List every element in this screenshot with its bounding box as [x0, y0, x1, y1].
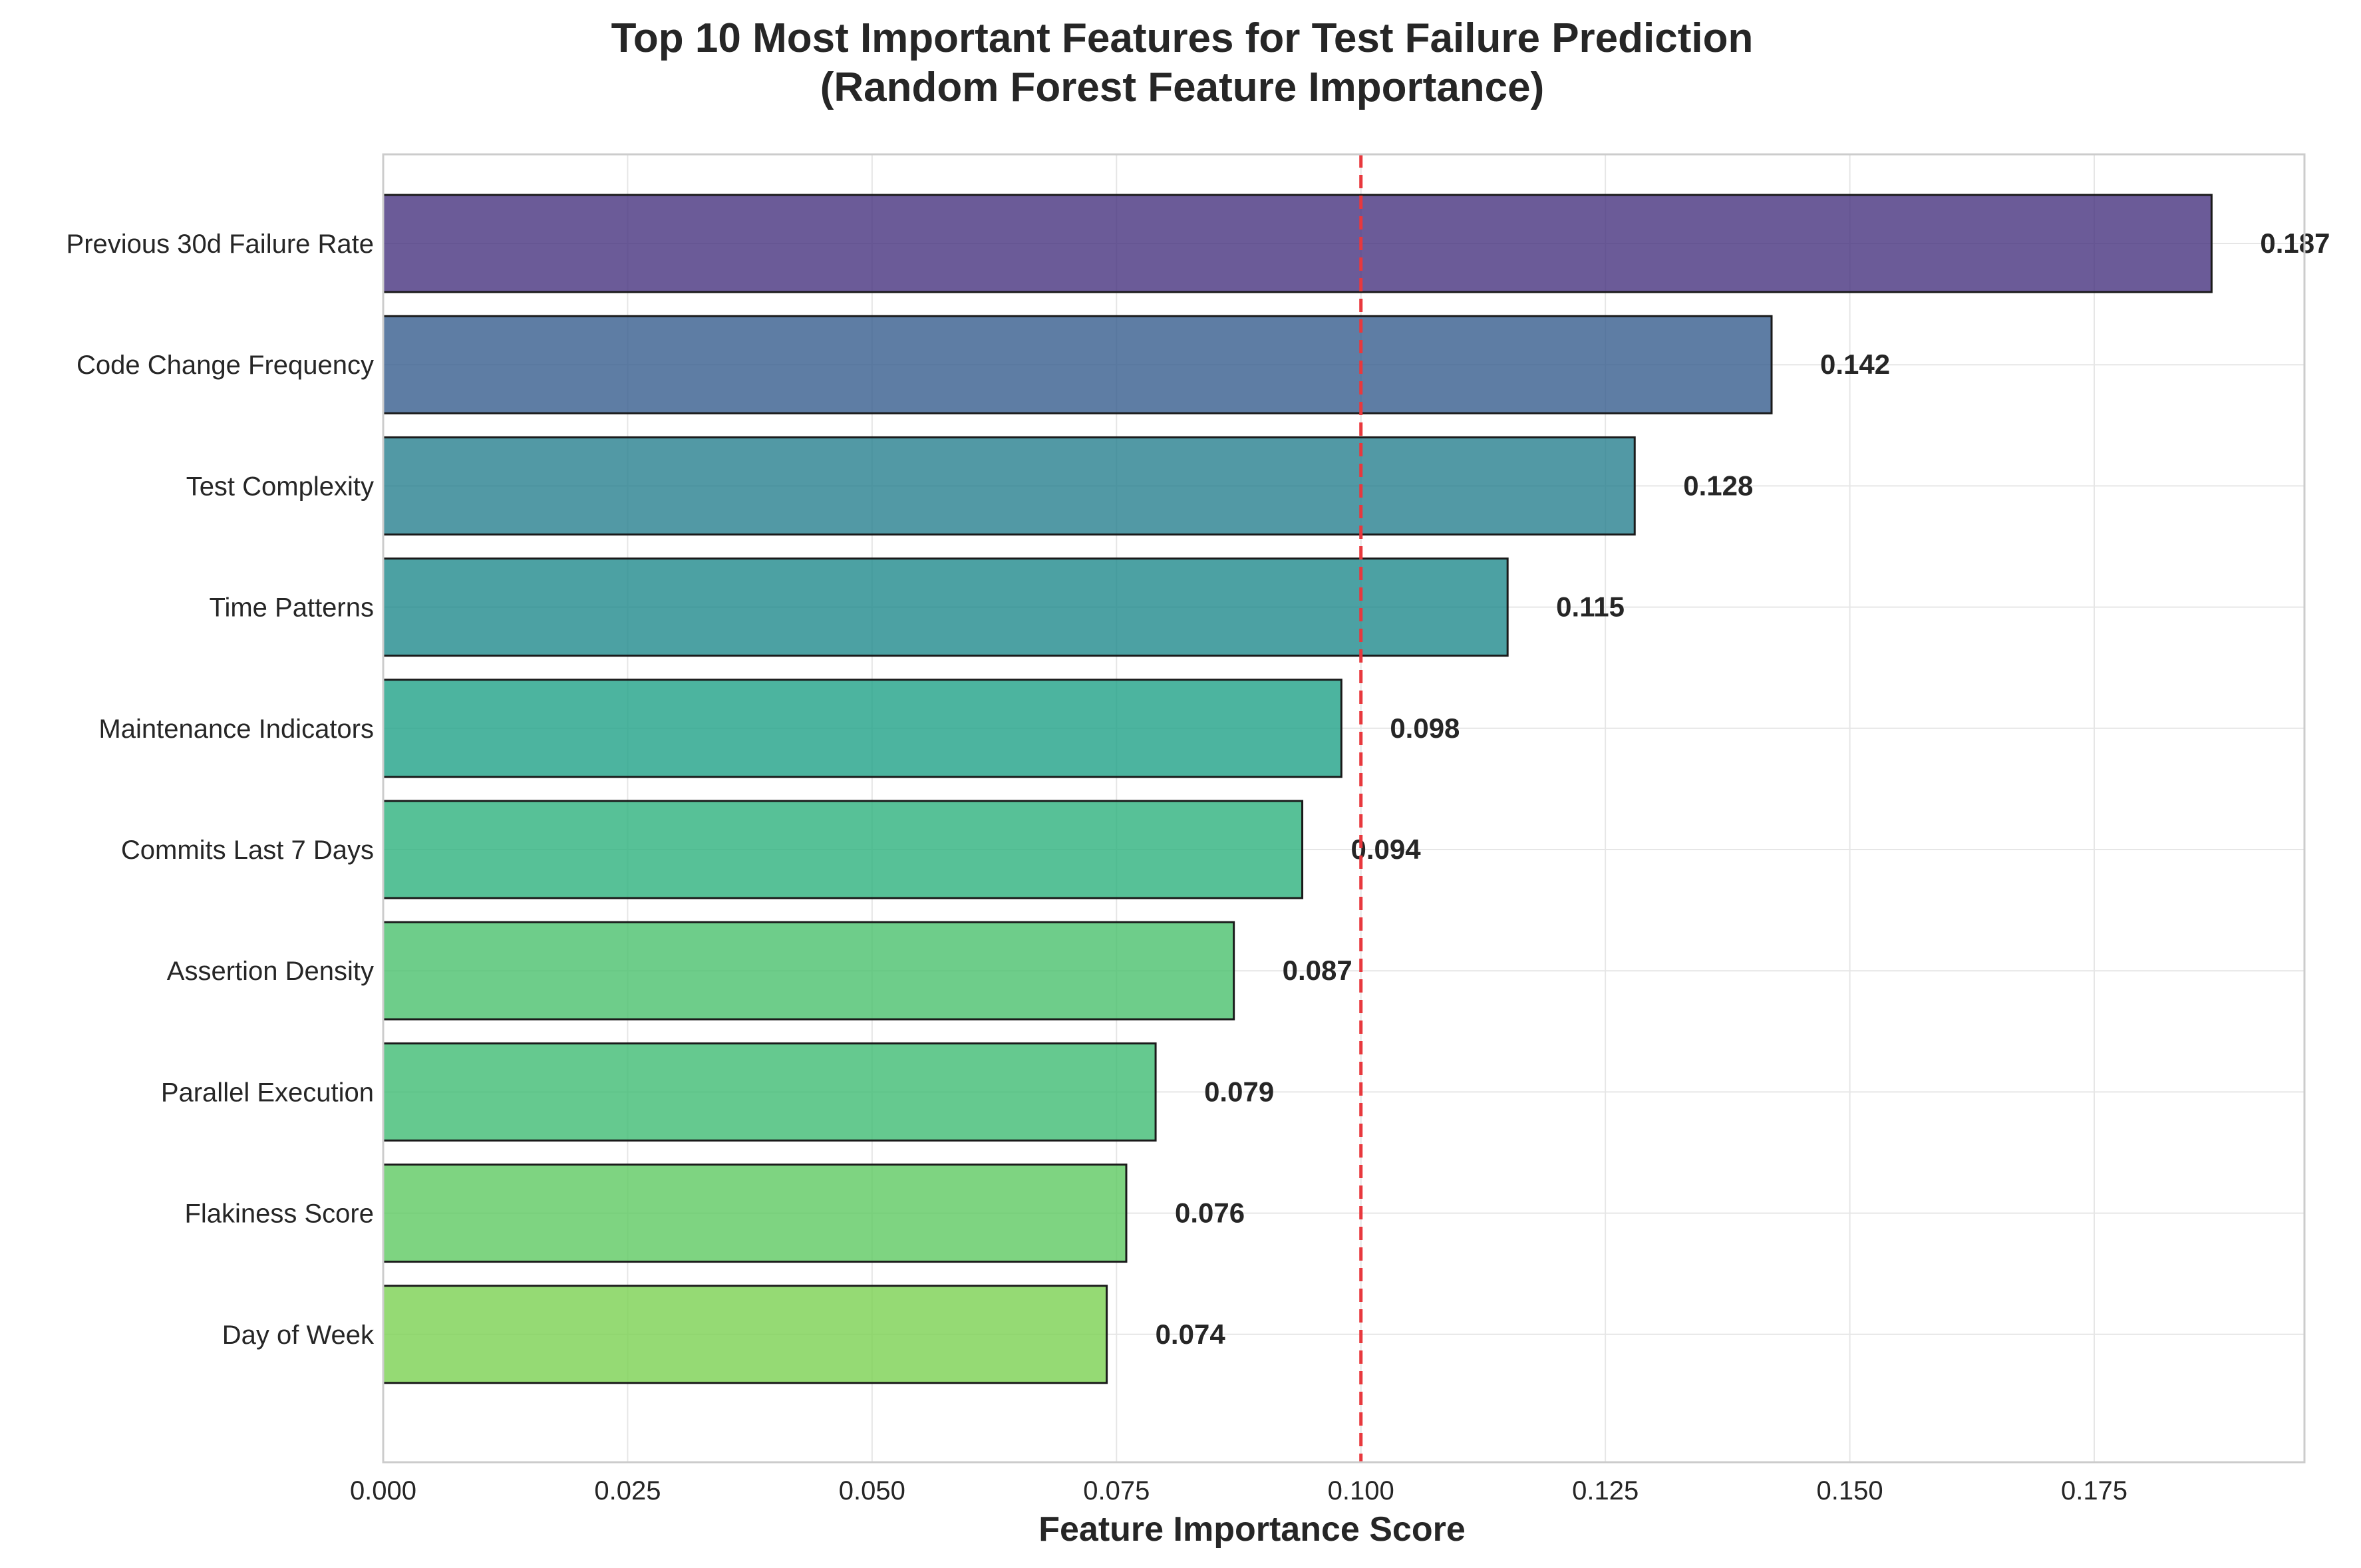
x-tick-label: 0.025 — [594, 1476, 661, 1505]
bar — [382, 679, 1342, 778]
bar — [382, 1164, 1128, 1263]
category-label: Flakiness Score — [184, 1199, 374, 1229]
value-label: 0.098 — [1390, 712, 1460, 744]
category-label: Parallel Execution — [161, 1078, 374, 1107]
x-tick-label: 0.075 — [1083, 1476, 1150, 1505]
category-label: Time Patterns — [210, 593, 374, 623]
category-label: Test Complexity — [186, 472, 374, 501]
x-tick-label: 0.150 — [1817, 1476, 1883, 1505]
bars — [382, 194, 2213, 1384]
value-label: 0.079 — [1204, 1076, 1274, 1107]
bar — [382, 315, 1773, 414]
value-labels: 0.1870.1420.1280.1150.0980.0940.0870.079… — [1156, 228, 2330, 1350]
category-label: Day of Week — [222, 1321, 375, 1350]
x-tick-label: 0.100 — [1328, 1476, 1394, 1505]
category-label: Maintenance Indicators — [98, 714, 374, 744]
value-label: 0.115 — [1556, 591, 1625, 623]
bar — [382, 800, 1304, 899]
value-label: 0.187 — [2260, 228, 2330, 259]
value-label: 0.087 — [1283, 955, 1352, 986]
bar — [382, 921, 1235, 1020]
value-label: 0.142 — [1820, 349, 1890, 380]
bar — [382, 436, 1636, 536]
y-tick-labels: Previous 30d Failure Rate Code Change Fre… — [67, 230, 375, 1350]
x-axis-label: Feature Importance Score — [1038, 1510, 1466, 1549]
plot-frame — [382, 153, 2306, 1464]
category-label: Previous 30d Failure Rate — [67, 230, 374, 259]
chart-subtitle: (Random Forest Feature Importance) — [820, 65, 1545, 110]
value-label: 0.128 — [1683, 470, 1753, 501]
bar — [382, 194, 2213, 293]
chart-title: Top 10 Most Important Features for Test … — [611, 15, 1754, 61]
category-label: Code Change Frequency — [77, 351, 374, 380]
value-label: 0.076 — [1175, 1197, 1245, 1229]
bar — [382, 1285, 1108, 1384]
value-label: 0.074 — [1156, 1319, 1226, 1350]
category-label: Assertion Density — [167, 957, 374, 986]
x-tick-label: 0.175 — [2061, 1476, 2127, 1505]
x-tick-label: 0.000 — [350, 1476, 416, 1505]
bar — [382, 557, 1509, 657]
x-tick-labels: 0.000 0.025 0.050 0.075 0.100 0.125 0.150 0.175 — [350, 1476, 2127, 1505]
x-tick-label: 0.050 — [839, 1476, 905, 1505]
x-tick-label: 0.125 — [1572, 1476, 1639, 1505]
category-label: Commits Last 7 Days — [121, 836, 374, 865]
bar — [382, 1042, 1157, 1142]
